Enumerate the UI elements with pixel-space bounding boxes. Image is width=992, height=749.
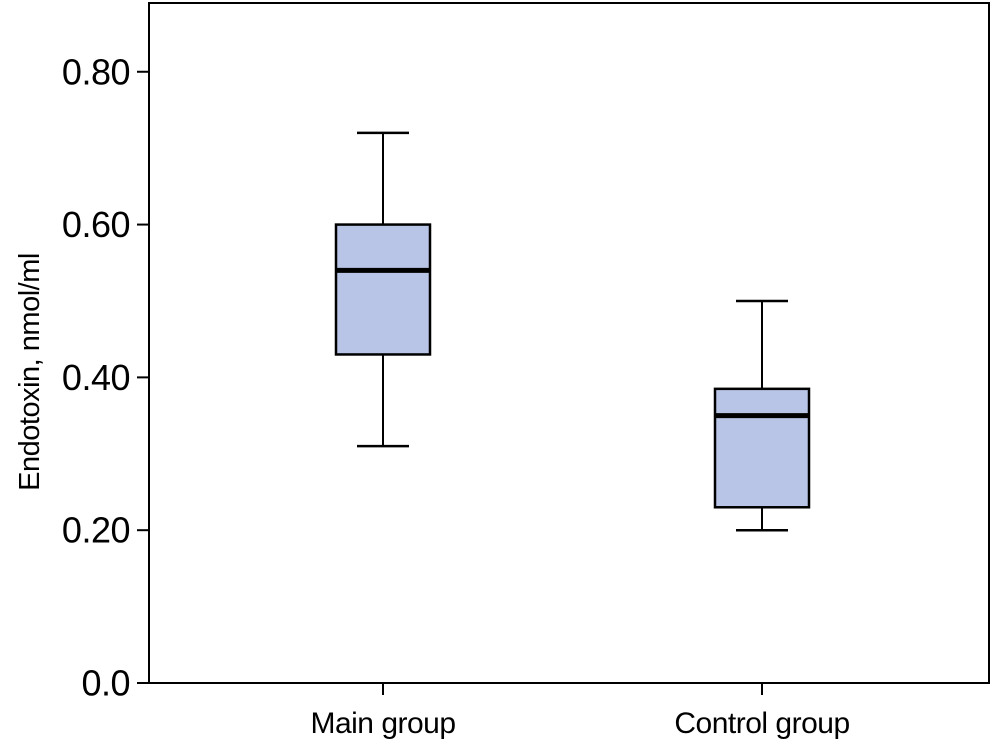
iqr-box <box>334 223 432 356</box>
box-control-group <box>713 299 811 532</box>
x-category-label: Control group <box>674 707 849 740</box>
y-tick-label: 0.20 <box>62 510 130 551</box>
plot-frame <box>148 2 990 684</box>
box-main-group <box>334 131 432 448</box>
y-tick-label: 0.80 <box>62 51 130 92</box>
y-tick-label: 0.0 <box>81 663 130 704</box>
y-axis-title: Endotoxin, nmol/ml <box>14 253 46 491</box>
y-tick-label: 0.40 <box>62 357 130 398</box>
x-category-label: Main group <box>310 707 455 740</box>
iqr-box <box>713 387 811 509</box>
y-tick-label: 0.60 <box>62 204 130 245</box>
